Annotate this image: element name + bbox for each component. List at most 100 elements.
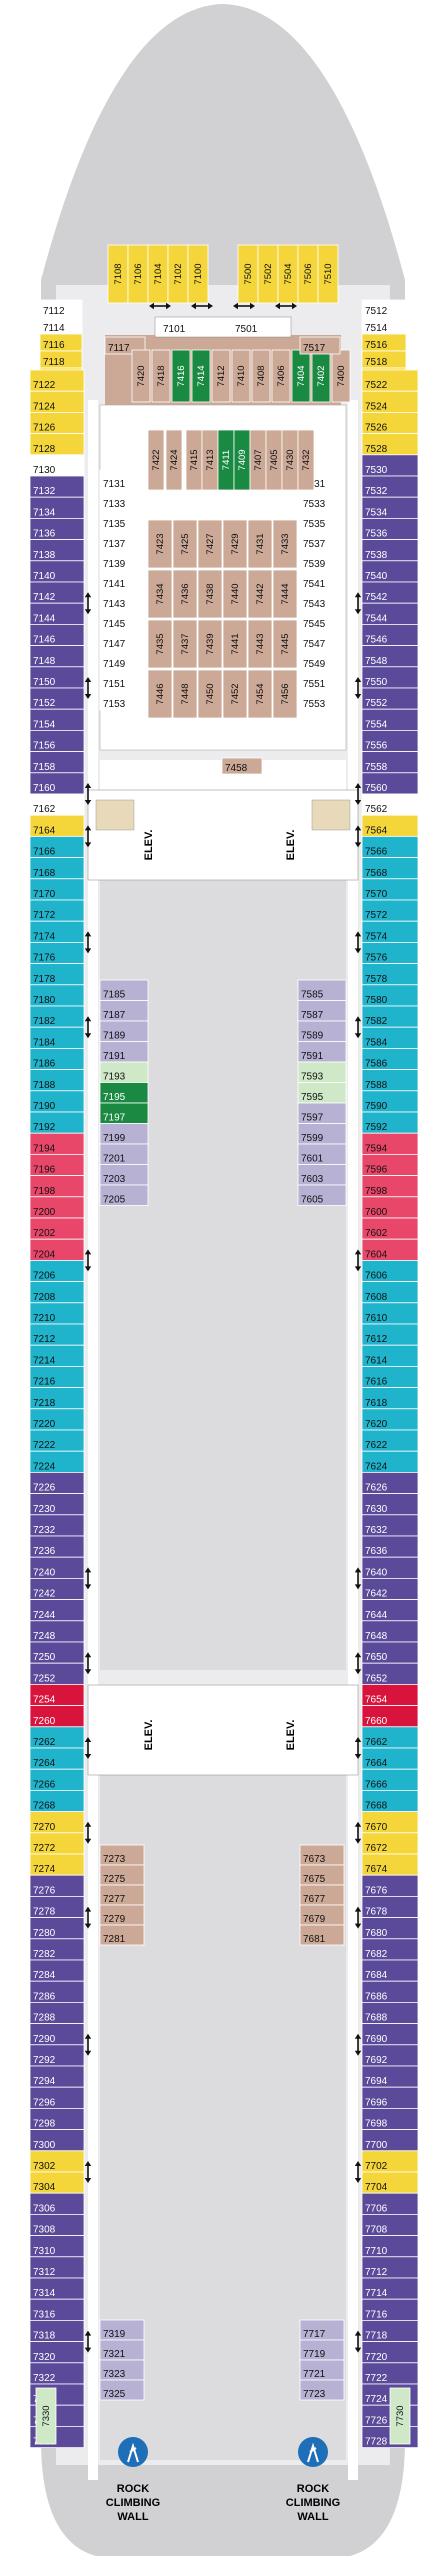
cabin-7413[interactable]: 7413	[201, 429, 219, 491]
cabin-7450[interactable]: 7450	[197, 669, 223, 719]
cabin-7672[interactable]: 7672	[361, 1832, 419, 1855]
cabin-7593[interactable]: 7593	[297, 1061, 347, 1083]
cabin-7517[interactable]: 7517	[299, 336, 341, 355]
cabin-7547[interactable]: 7547	[299, 629, 343, 651]
cabin-7273[interactable]: 7273	[99, 1844, 145, 1866]
cabin-7678[interactable]: 7678	[361, 1896, 419, 1919]
cabin-7244[interactable]: 7244	[29, 1599, 85, 1622]
cabin-7151[interactable]: 7151	[99, 669, 139, 691]
cabin-7524[interactable]: 7524	[361, 390, 419, 413]
cabin-7640[interactable]: 7640	[361, 1556, 419, 1579]
cabin-7550[interactable]: 7550	[361, 666, 419, 689]
cabin-7254[interactable]: 7254	[29, 1684, 85, 1707]
cabin-7154[interactable]: 7154	[29, 708, 85, 731]
cabin-7184[interactable]: 7184	[29, 1026, 85, 1049]
cabin-7133[interactable]: 7133	[99, 489, 139, 511]
cabin-7541[interactable]: 7541	[299, 569, 343, 591]
cabin-7260[interactable]: 7260	[29, 1705, 85, 1728]
cabin-7304[interactable]: 7304	[29, 2171, 85, 2194]
cabin-7704[interactable]: 7704	[361, 2171, 419, 2194]
cabin-7138[interactable]: 7138	[29, 539, 85, 562]
cabin-7648[interactable]: 7648	[361, 1620, 419, 1643]
cabin-7106[interactable]: 7106	[127, 244, 149, 304]
cabin-7406[interactable]: 7406	[271, 349, 291, 403]
cabin-7536[interactable]: 7536	[361, 518, 419, 541]
cabin-7432[interactable]: 7432	[297, 429, 315, 491]
cabin-7204[interactable]: 7204	[29, 1238, 85, 1261]
cabin-7604[interactable]: 7604	[361, 1238, 419, 1261]
cabin-7153[interactable]: 7153	[99, 689, 139, 711]
cabin-7206[interactable]: 7206	[29, 1260, 85, 1283]
cabin-7186[interactable]: 7186	[29, 1048, 85, 1071]
cabin-7688[interactable]: 7688	[361, 2002, 419, 2025]
cabin-7330[interactable]: 7330	[35, 2387, 57, 2445]
cabin-7666[interactable]: 7666	[361, 1768, 419, 1791]
cabin-7320[interactable]: 7320	[29, 2341, 85, 2364]
cabin-7535[interactable]: 7535	[299, 509, 343, 531]
cabin-7143[interactable]: 7143	[99, 589, 139, 611]
cabin-7566[interactable]: 7566	[361, 836, 419, 859]
cabin-7452[interactable]: 7452	[222, 669, 248, 719]
cabin-7409[interactable]: 7409	[233, 429, 251, 491]
cabin-7160[interactable]: 7160	[29, 772, 85, 795]
cabin-7624[interactable]: 7624	[361, 1450, 419, 1473]
cabin-7192[interactable]: 7192	[29, 1111, 85, 1134]
cabin-7690[interactable]: 7690	[361, 2023, 419, 2046]
cabin-7222[interactable]: 7222	[29, 1429, 85, 1452]
cabin-7443[interactable]: 7443	[247, 619, 273, 669]
cabin-7445[interactable]: 7445	[272, 619, 298, 669]
cabin-7199[interactable]: 7199	[99, 1123, 149, 1145]
cabin-7721[interactable]: 7721	[299, 2359, 345, 2381]
cabin-7552[interactable]: 7552	[361, 687, 419, 710]
cabin-7540[interactable]: 7540	[361, 560, 419, 583]
cabin-7723[interactable]: 7723	[299, 2379, 345, 2401]
cabin-7176[interactable]: 7176	[29, 942, 85, 965]
cabin-7512[interactable]: 7512	[361, 299, 407, 318]
cabin-7195[interactable]: 7195	[99, 1082, 149, 1104]
cabin-7164[interactable]: 7164	[29, 814, 85, 837]
cabin-7438[interactable]: 7438	[197, 569, 223, 619]
cabin-7642[interactable]: 7642	[361, 1578, 419, 1601]
cabin-7423[interactable]: 7423	[147, 519, 173, 569]
cabin-7404[interactable]: 7404	[291, 349, 311, 403]
cabin-7312[interactable]: 7312	[29, 2256, 85, 2279]
cabin-7270[interactable]: 7270	[29, 1811, 85, 1834]
cabin-7632[interactable]: 7632	[361, 1514, 419, 1537]
cabin-7242[interactable]: 7242	[29, 1578, 85, 1601]
cabin-7598[interactable]: 7598	[361, 1175, 419, 1198]
cabin-7294[interactable]: 7294	[29, 2065, 85, 2088]
cabin-7686[interactable]: 7686	[361, 1980, 419, 2003]
cabin-7275[interactable]: 7275	[99, 1864, 145, 1886]
cabin-7425[interactable]: 7425	[172, 519, 198, 569]
cabin-7205[interactable]: 7205	[99, 1184, 149, 1206]
cabin-7458[interactable]: 7458	[221, 757, 263, 775]
cabin-7400[interactable]: 7400	[331, 349, 351, 403]
cabin-7318[interactable]: 7318	[29, 2319, 85, 2342]
cabin-7212[interactable]: 7212	[29, 1323, 85, 1346]
cabin-7101[interactable]: 7101	[159, 317, 221, 336]
cabin-7700[interactable]: 7700	[361, 2129, 419, 2152]
cabin-7518[interactable]: 7518	[361, 350, 407, 369]
cabin-7610[interactable]: 7610	[361, 1302, 419, 1325]
cabin-7636[interactable]: 7636	[361, 1535, 419, 1558]
cabin-7272[interactable]: 7272	[29, 1832, 85, 1855]
cabin-7407[interactable]: 7407	[249, 429, 267, 491]
cabin-7706[interactable]: 7706	[361, 2192, 419, 2215]
cabin-7252[interactable]: 7252	[29, 1662, 85, 1685]
cabin-7528[interactable]: 7528	[361, 433, 419, 456]
cabin-7562[interactable]: 7562	[361, 793, 419, 816]
cabin-7654[interactable]: 7654	[361, 1684, 419, 1707]
cabin-7560[interactable]: 7560	[361, 772, 419, 795]
cabin-7722[interactable]: 7722	[361, 2362, 419, 2385]
cabin-7448[interactable]: 7448	[172, 669, 198, 719]
cabin-7668[interactable]: 7668	[361, 1790, 419, 1813]
cabin-7514[interactable]: 7514	[361, 316, 407, 335]
cabin-7456[interactable]: 7456	[272, 669, 298, 719]
cabin-7551[interactable]: 7551	[299, 669, 343, 691]
cabin-7558[interactable]: 7558	[361, 751, 419, 774]
cabin-7416[interactable]: 7416	[171, 349, 191, 403]
cabin-7454[interactable]: 7454	[247, 669, 273, 719]
cabin-7414[interactable]: 7414	[191, 349, 211, 403]
cabin-7532[interactable]: 7532	[361, 475, 419, 498]
cabin-7534[interactable]: 7534	[361, 496, 419, 519]
